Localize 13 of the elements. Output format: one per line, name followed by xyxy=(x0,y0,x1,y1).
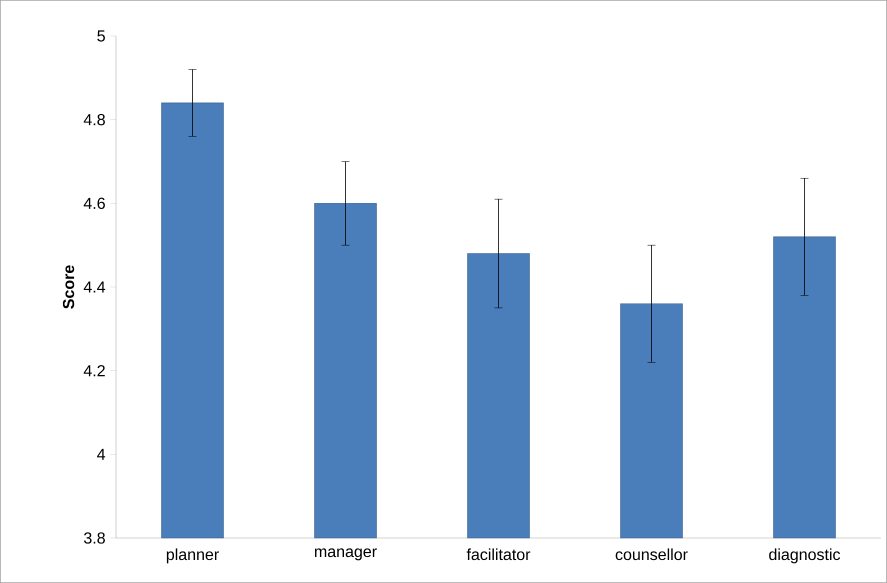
y-tick-label: 3.8 xyxy=(84,532,105,544)
y-tick-label: 4.4 xyxy=(84,282,106,293)
x-tick-label: planner xyxy=(166,548,219,564)
x-tick-label: counsellor xyxy=(616,548,688,560)
x-tick-label: facilitator xyxy=(466,548,530,560)
y-tick-label: 4 xyxy=(97,448,106,460)
y-tick-label: 4.8 xyxy=(84,114,105,126)
x-tick-label: diagnostic xyxy=(769,548,840,564)
y-axis-title: Score xyxy=(62,265,74,309)
y-tick-label: 4.2 xyxy=(84,365,105,376)
x-tick-label: manager xyxy=(315,548,377,560)
y-tick-label: 5 xyxy=(97,30,105,42)
y-tick-label: 4.6 xyxy=(84,198,105,209)
